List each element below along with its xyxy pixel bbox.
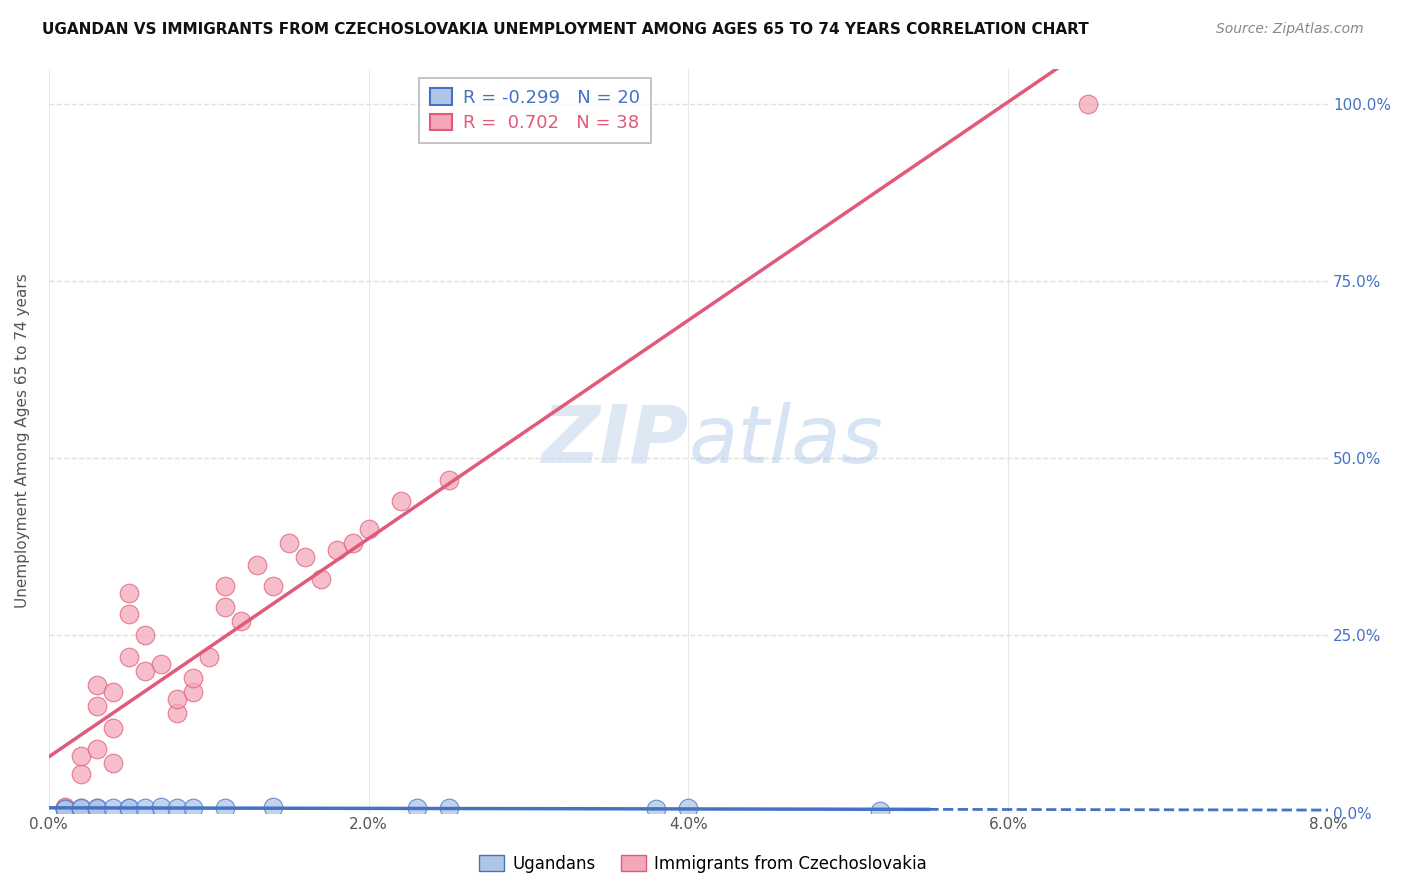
Point (149, 657, 172, 671)
Point (294, 550, 316, 565)
Point (214, 579, 236, 593)
Point (214, 800, 236, 814)
Point (181, 685, 204, 699)
Point (214, 600, 236, 615)
Point (405, 800, 427, 814)
Point (101, 756, 124, 770)
Point (134, 800, 156, 814)
Point (69, 800, 91, 814)
Point (357, 522, 380, 536)
Point (309, 572, 332, 586)
Point (277, 536, 299, 550)
Point (53, 802, 76, 816)
Point (86, 741, 108, 756)
Point (101, 685, 124, 699)
Point (166, 692, 188, 706)
Point (325, 543, 347, 558)
Point (166, 801, 188, 815)
Point (69, 802, 91, 816)
Point (134, 664, 156, 678)
Point (181, 671, 204, 685)
Legend: R = -0.299   N = 20, R =  0.702   N = 38: R = -0.299 N = 20, R = 0.702 N = 38 (419, 78, 651, 143)
Point (149, 800, 172, 814)
Point (69, 748, 91, 763)
Text: atlas: atlas (689, 401, 883, 480)
Point (262, 579, 284, 593)
Point (181, 800, 204, 814)
Point (53, 802, 76, 816)
Point (86, 800, 108, 814)
Point (678, 801, 700, 815)
Point (342, 536, 364, 550)
Point (101, 721, 124, 735)
Legend: Ugandans, Immigrants from Czechoslovakia: Ugandans, Immigrants from Czechoslovakia (472, 848, 934, 880)
Point (869, 804, 891, 818)
Point (69, 766, 91, 780)
Text: ZIP: ZIP (541, 401, 689, 480)
Y-axis label: Unemployment Among Ages 65 to 74 years: Unemployment Among Ages 65 to 74 years (15, 273, 30, 608)
Point (437, 473, 460, 487)
Point (69, 801, 91, 815)
Point (118, 800, 141, 814)
Point (86, 800, 108, 814)
Point (118, 649, 141, 664)
Point (118, 607, 141, 621)
Point (246, 558, 269, 572)
Point (86, 678, 108, 692)
Point (53, 800, 76, 814)
Point (229, 614, 252, 628)
Point (118, 586, 141, 600)
Point (389, 493, 412, 508)
Point (53, 800, 76, 814)
Point (53, 802, 76, 816)
Point (118, 801, 141, 815)
Point (86, 802, 108, 816)
Point (101, 801, 124, 815)
Point (166, 706, 188, 721)
Point (86, 699, 108, 714)
Point (197, 649, 219, 664)
Point (134, 628, 156, 642)
Point (1077, 97, 1099, 112)
Point (262, 800, 284, 814)
Point (437, 800, 460, 814)
Text: Source: ZipAtlas.com: Source: ZipAtlas.com (1216, 22, 1364, 37)
Text: UGANDAN VS IMMIGRANTS FROM CZECHOSLOVAKIA UNEMPLOYMENT AMONG AGES 65 TO 74 YEARS: UGANDAN VS IMMIGRANTS FROM CZECHOSLOVAKI… (42, 22, 1088, 37)
Point (645, 802, 668, 816)
